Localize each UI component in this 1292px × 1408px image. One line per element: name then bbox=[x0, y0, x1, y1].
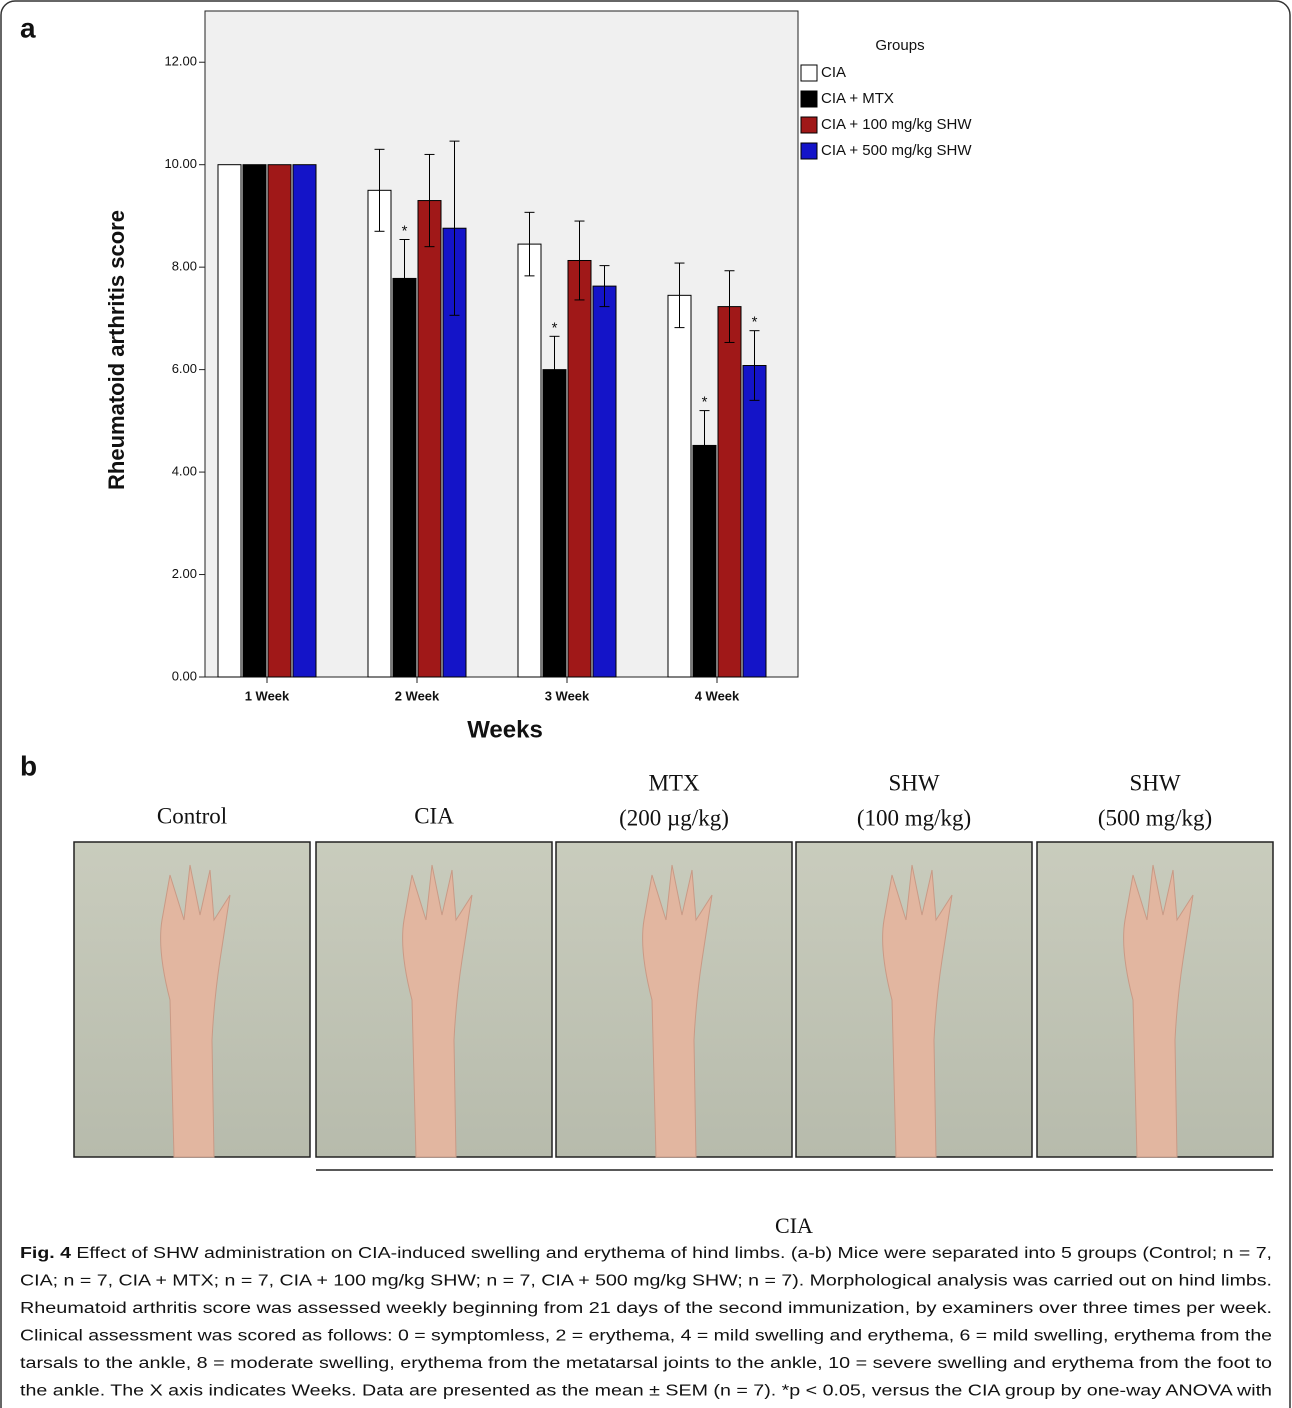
group-label: CIA bbox=[414, 803, 454, 828]
x-tick-label: 1 Week bbox=[245, 688, 290, 703]
x-tick-label: 2 Week bbox=[395, 688, 440, 703]
group-label: (500 mg/kg) bbox=[1098, 805, 1212, 830]
bar bbox=[518, 244, 541, 677]
caption-label: Fig. 4 bbox=[20, 1245, 71, 1262]
bracket-label: CIA bbox=[775, 1213, 813, 1238]
legend-label: CIA bbox=[821, 64, 846, 81]
y-tick-label: 10.00 bbox=[164, 156, 197, 171]
group-label: SHW bbox=[888, 770, 939, 795]
y-tick-label: 2.00 bbox=[172, 566, 197, 581]
group-label: Control bbox=[157, 803, 227, 828]
caption-line: Rheumatoid arthritis score was assessed … bbox=[20, 1300, 1272, 1317]
bar bbox=[668, 295, 691, 677]
caption-line: Clinical assessment was scored as follow… bbox=[20, 1328, 1272, 1345]
paw-photo bbox=[316, 842, 552, 1157]
caption-line: tarsals to the ankle, 8 = moderate swell… bbox=[20, 1355, 1272, 1372]
group-label: MTX bbox=[648, 770, 700, 795]
bar bbox=[568, 260, 591, 677]
legend-swatch bbox=[801, 117, 817, 133]
legend-label: CIA + 500 mg/kg SHW bbox=[821, 142, 972, 159]
legend-label: CIA + MTX bbox=[821, 90, 894, 107]
group-label: (200 µg/kg) bbox=[619, 805, 729, 830]
significance-marker: * bbox=[552, 319, 558, 336]
x-tick-label: 3 Week bbox=[545, 688, 590, 703]
figure: a Rheumatoid arthritis score Weeks Group… bbox=[0, 0, 1292, 1408]
legend-label: CIA + 100 mg/kg SHW bbox=[821, 116, 972, 133]
paw-photo bbox=[1037, 842, 1273, 1157]
legend-title: Groups bbox=[875, 37, 924, 54]
y-axis-label: Rheumatoid arthritis score bbox=[104, 210, 129, 490]
significance-marker: * bbox=[752, 314, 758, 331]
legend-swatch bbox=[801, 143, 817, 159]
legend-swatch bbox=[801, 65, 817, 81]
bar bbox=[393, 278, 416, 677]
y-tick-label: 6.00 bbox=[172, 361, 197, 376]
bar bbox=[593, 286, 616, 677]
caption-text: Effect of SHW administration on CIA-indu… bbox=[71, 1245, 1272, 1262]
bar bbox=[418, 201, 441, 677]
group-label: (100 mg/kg) bbox=[857, 805, 971, 830]
y-tick-label: 0.00 bbox=[172, 668, 197, 683]
panel-label: b bbox=[20, 750, 37, 781]
page: {"chart_data": {"type": "bar", "panel_la… bbox=[0, 0, 1292, 1408]
bar bbox=[268, 165, 291, 677]
legend-swatch bbox=[801, 91, 817, 107]
paw-photo bbox=[556, 842, 792, 1157]
panel-label: a bbox=[20, 12, 36, 43]
paw-photo bbox=[796, 842, 1032, 1157]
significance-marker: * bbox=[402, 222, 408, 239]
bar bbox=[743, 366, 766, 677]
significance-marker: * bbox=[702, 394, 708, 411]
bar bbox=[218, 165, 241, 677]
caption-line: CIA; n = 7, CIA + MTX; n = 7, CIA + 100 … bbox=[20, 1273, 1272, 1290]
bar bbox=[368, 190, 391, 677]
bar bbox=[293, 165, 316, 677]
x-tick-label: 4 Week bbox=[695, 688, 740, 703]
bar bbox=[718, 307, 741, 677]
caption-line: Fig. 4 Effect of SHW administration on C… bbox=[20, 1245, 1272, 1262]
bar bbox=[243, 165, 266, 677]
group-label: SHW bbox=[1129, 770, 1180, 795]
caption-line: the ankle. The X axis indicates Weeks. D… bbox=[20, 1383, 1272, 1400]
paw-photo bbox=[74, 842, 310, 1157]
bar bbox=[543, 370, 566, 677]
x-axis-label: Weeks bbox=[467, 716, 543, 743]
y-tick-label: 12.00 bbox=[164, 54, 197, 69]
y-tick-label: 8.00 bbox=[172, 259, 197, 274]
y-tick-label: 4.00 bbox=[172, 464, 197, 479]
